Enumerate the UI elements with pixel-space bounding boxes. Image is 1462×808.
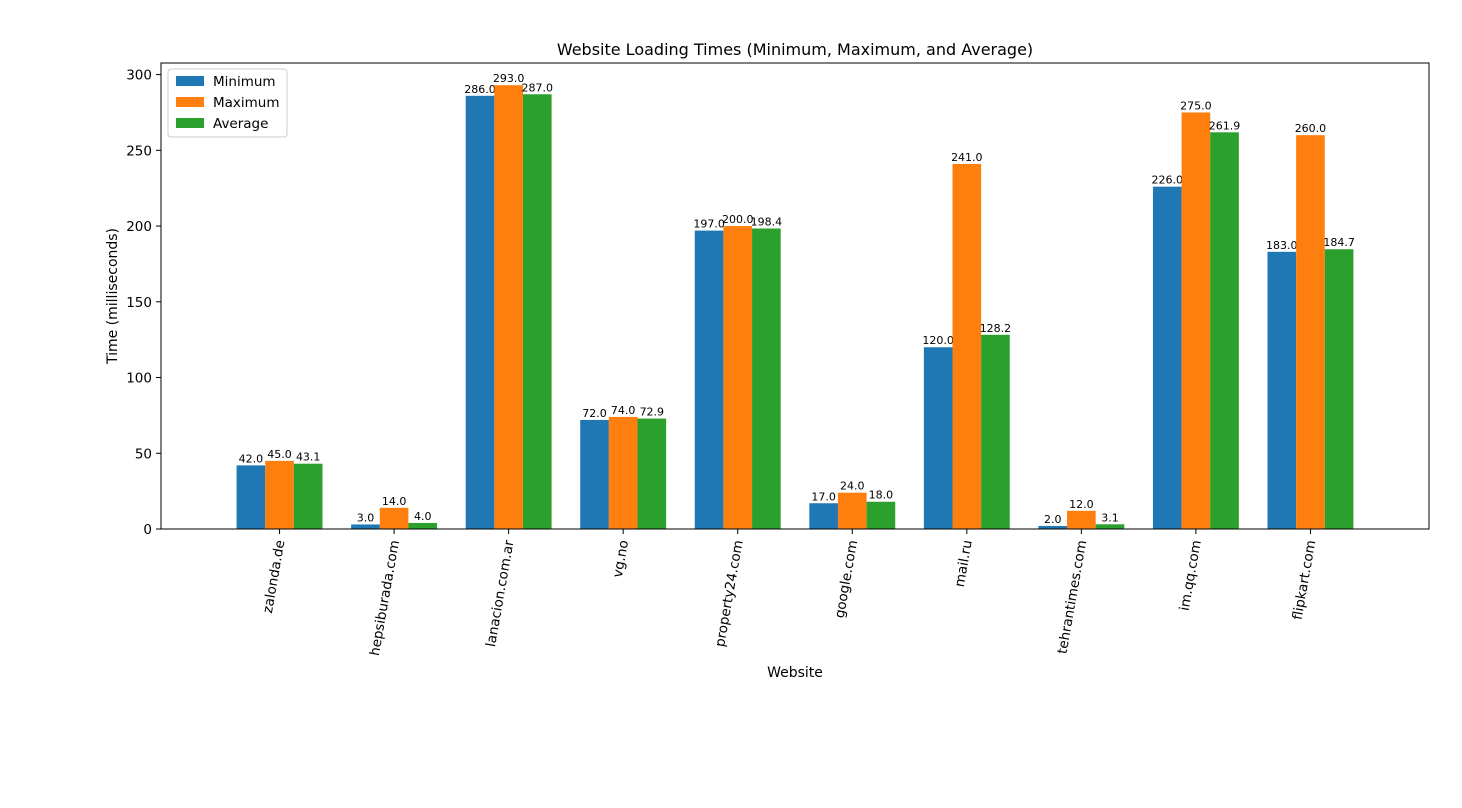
x-tick-label: flipkart.com (1290, 539, 1320, 621)
bar-average-zalonda.de (293, 463, 323, 529)
x-tick-label: mail.ru (952, 539, 976, 588)
bar-minimum-google.com (809, 503, 838, 529)
value-label: 120.0 (922, 334, 954, 347)
value-label: 261.9 (1209, 119, 1241, 132)
y-tick-label: 50 (135, 446, 152, 462)
x-tick-label: property24.com (712, 539, 747, 648)
value-label: 43.1 (296, 451, 321, 464)
legend-label-maximum: Maximum (213, 95, 280, 111)
bar-maximum-hepsiburada.com (379, 507, 409, 529)
value-label: 72.0 (582, 407, 607, 420)
value-label: 260.0 (1295, 122, 1327, 135)
bar-maximum-lanacion.com.ar (494, 85, 523, 529)
value-label: 200.0 (722, 213, 754, 226)
bar-average-vg.no (637, 418, 667, 529)
value-label: 17.0 (811, 490, 836, 503)
value-label: 14.0 (382, 495, 407, 508)
x-tick-label: tehrantimes.com (1055, 539, 1091, 655)
value-label: 24.0 (840, 480, 865, 493)
legend-label-average: Average (213, 116, 268, 132)
bar-minimum-lanacion.com.ar (465, 95, 495, 529)
value-label: 241.0 (951, 151, 983, 164)
x-tick-label: hepsiburada.com (367, 539, 403, 657)
value-label: 12.0 (1069, 498, 1094, 511)
bar-minimum-im.qq.com (1152, 186, 1182, 529)
bar-average-property24.com (752, 228, 781, 530)
plot-area: 42.0 3.0 286.0 72.0 197.0 17.0 120.0 2.0 226.0 18… (126, 62, 1430, 657)
bar-maximum-zalonda.de (265, 460, 294, 529)
value-label: 42.0 (239, 452, 264, 465)
bar-average-tehrantimes.com (1095, 524, 1125, 529)
value-label: 3.1 (1101, 511, 1119, 524)
y-tick-label: 100 (126, 371, 152, 387)
legend-swatch-maximum (176, 97, 204, 107)
chart-title: Website Loading Times (Minimum, Maximum,… (557, 40, 1033, 59)
value-label: 226.0 (1152, 174, 1184, 187)
bar-average-mail.ru (981, 334, 1010, 529)
bar-maximum-im.qq.com (1181, 112, 1211, 530)
bar-minimum-zalonda.de (236, 465, 266, 529)
value-label: 45.0 (267, 448, 292, 461)
x-tick-label: im.qq.com (1177, 539, 1205, 612)
bar-maximum-flipkart.com (1296, 135, 1325, 529)
y-tick-label: 250 (126, 143, 152, 159)
bar-average-flipkart.com (1324, 249, 1354, 530)
axes-frame (160, 62, 1430, 530)
legend-swatch-minimum (176, 76, 204, 86)
bar-minimum-tehrantimes.com (1038, 525, 1068, 529)
bar-maximum-google.com (837, 492, 867, 529)
bar-minimum-hepsiburada.com (351, 524, 380, 529)
y-axis-label: Time (milliseconds) (105, 228, 121, 365)
bar-minimum-flipkart.com (1267, 251, 1297, 529)
bar-minimum-mail.ru (923, 347, 953, 529)
value-label: 286.0 (464, 83, 496, 96)
bar-maximum-vg.no (608, 416, 638, 529)
x-tick-label: vg.no (610, 539, 632, 579)
value-label: 4.0 (414, 510, 432, 523)
value-label: 74.0 (611, 404, 636, 417)
value-label: 197.0 (693, 218, 725, 231)
value-label: 128.2 (980, 322, 1012, 335)
value-label: 2.0 (1044, 513, 1062, 526)
value-label: 183.0 (1266, 239, 1298, 252)
value-label: 293.0 (493, 72, 525, 85)
bar-maximum-property24.com (723, 226, 753, 529)
legend: Minimum Maximum Average (167, 68, 288, 138)
bar-maximum-tehrantimes.com (1067, 510, 1096, 529)
bar-average-google.com (866, 501, 896, 529)
y-tick-label: 200 (126, 219, 152, 235)
bar-average-lanacion.com.ar (522, 94, 552, 529)
x-tick-label: google.com (832, 539, 861, 619)
y-tick-label: 150 (126, 295, 152, 311)
y-tick-label: 300 (126, 68, 152, 84)
bar-minimum-vg.no (580, 419, 609, 529)
bar-minimum-property24.com (694, 230, 724, 529)
bar-average-hepsiburada.com (408, 522, 438, 529)
value-label: 3.0 (357, 511, 375, 524)
bar-average-im.qq.com (1210, 132, 1239, 530)
value-label: 18.0 (869, 489, 894, 502)
value-label: 184.7 (1323, 236, 1355, 249)
value-label: 72.9 (640, 406, 665, 419)
x-tick-label: zalonda.de (260, 539, 289, 615)
legend-label-minimum: Minimum (213, 74, 276, 90)
legend-swatch-average (176, 118, 204, 128)
y-tick-label: 0 (143, 522, 152, 538)
value-label: 198.4 (751, 215, 783, 228)
value-label: 275.0 (1180, 99, 1212, 112)
bar-maximum-mail.ru (952, 163, 982, 529)
x-tick-label: lanacion.com.ar (483, 538, 518, 648)
x-axis-label: Website (767, 665, 823, 681)
value-label: 287.0 (522, 81, 554, 94)
